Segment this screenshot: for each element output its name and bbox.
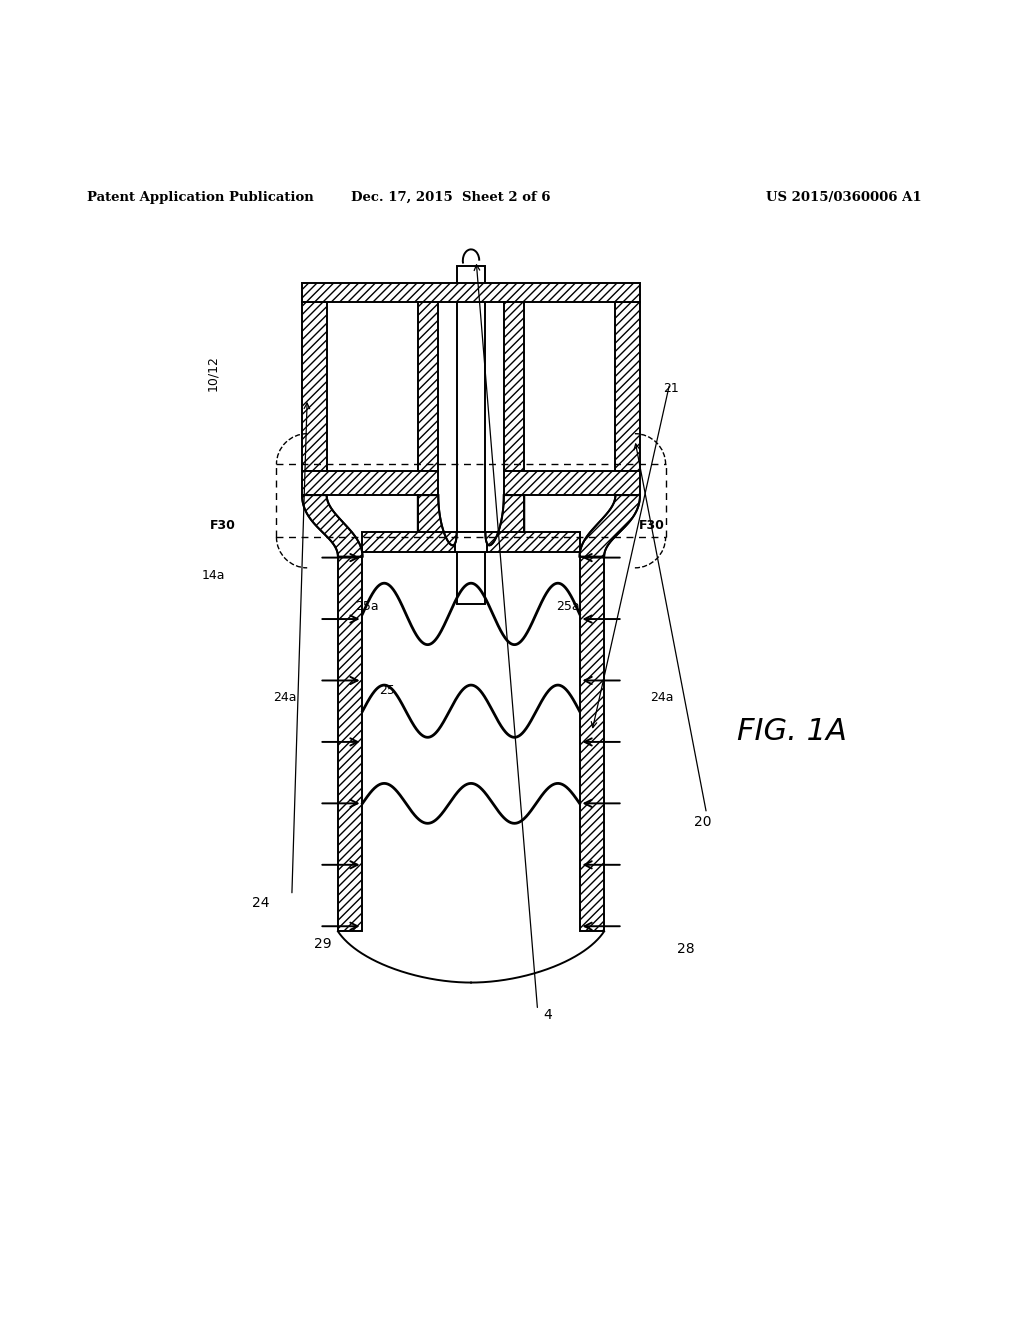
Text: Dec. 17, 2015  Sheet 2 of 6: Dec. 17, 2015 Sheet 2 of 6 [351, 190, 550, 203]
Text: 24a: 24a [650, 692, 673, 705]
Text: 20: 20 [693, 814, 712, 829]
Text: F30: F30 [639, 519, 666, 532]
Text: 29: 29 [313, 937, 332, 950]
Bar [362, 532, 580, 553]
Bar [615, 301, 640, 470]
Polygon shape [485, 495, 524, 545]
Bar [580, 557, 604, 932]
Text: 14a: 14a [202, 569, 224, 582]
Bar [338, 557, 362, 932]
Bar [504, 470, 640, 495]
Text: 25: 25 [379, 684, 395, 697]
Bar [418, 301, 438, 470]
Polygon shape [302, 495, 362, 557]
Text: 24: 24 [252, 896, 270, 909]
Text: F30: F30 [210, 519, 237, 532]
Bar [302, 470, 438, 495]
Bar [504, 301, 524, 470]
Text: 4: 4 [544, 1008, 552, 1022]
Text: 21: 21 [664, 383, 679, 395]
Bar [457, 265, 485, 603]
Polygon shape [418, 495, 457, 545]
Text: 10/12: 10/12 [207, 355, 219, 391]
Text: 24a: 24a [273, 692, 296, 705]
Text: FIG. 1A: FIG. 1A [737, 717, 847, 746]
Text: US 2015/0360006 A1: US 2015/0360006 A1 [766, 190, 922, 203]
Text: 28: 28 [677, 941, 695, 956]
Polygon shape [580, 495, 640, 557]
Bar [302, 301, 327, 470]
Bar [302, 284, 640, 301]
Bar [455, 532, 487, 553]
Text: Patent Application Publication: Patent Application Publication [87, 190, 313, 203]
Text: 25a: 25a [354, 601, 379, 614]
Text: 25a: 25a [556, 601, 581, 614]
